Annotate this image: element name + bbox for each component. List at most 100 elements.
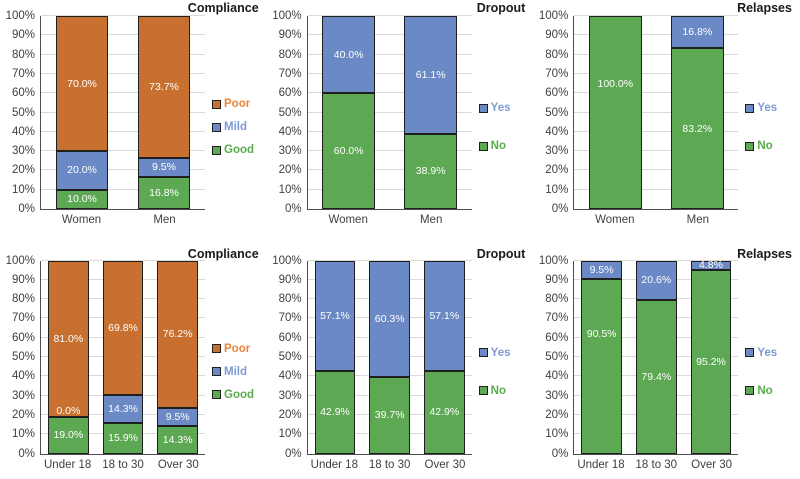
data-label: 20.0% [67,164,97,177]
data-label: 100.0% [597,77,634,90]
legend-item-no: No [478,139,506,153]
y-axis-tick-label: 70% [278,312,302,325]
gridline [307,53,472,55]
gridline [574,111,739,113]
bar-slot: 42.9% 57.1% [308,260,363,454]
legend-item-good: Good [212,388,254,402]
chart-body: 100% 90% 80% 70% 60% 50% 40% 30% 20% 10% 0% 42.9% 57… [267,255,534,460]
y-axis-tick-label: 30% [11,145,35,158]
bars: 10.0% 20.0% 70.0% 16.8% 9.5% 73.7% [41,16,205,209]
legend-label: Good [224,144,255,156]
legend-label: Yes [490,102,511,114]
data-label: 9.5% [152,161,176,174]
bar-slot: 60.0% 40.0% [308,16,390,209]
data-label: 57.1% [429,309,460,322]
legend-item-mild: Mild [212,120,247,134]
y-axis-tick-label: 80% [11,293,35,306]
bar-segment-poor [137,16,191,159]
legend-item-poor: Poor [212,342,250,356]
legend-item-yes: Yes [745,346,777,360]
data-label: 20.6% [641,274,672,287]
stacked-bar: 100.0% [589,16,642,209]
plot-area: 42.9% 57.1% 39.7% 60.3% 42.9% 57.1% [306,259,472,455]
gridline [574,150,739,152]
data-label: 9.5% [589,263,614,276]
gridline [574,15,739,16]
y-axis-tick-label: 50% [545,106,569,119]
legend-item-yes: Yes [478,346,510,360]
stacked-bar: 90.5% 9.5% [581,260,622,454]
y-axis-tick-label: 90% [545,273,569,286]
y-axis: 100% 90% 80% 70% 60% 50% 40% 30% 20% 10% 0% [0,10,40,215]
bar-slot: 16.8% 9.5% 73.7% [123,16,205,209]
gridline [41,169,205,171]
y-axis-tick-label: 0% [285,203,302,215]
chart-dropout-gender: Dropout 100% 90% 80% 70% 60% 50% 40% 30% 20% 10% 0%… [267,0,534,240]
y-axis-tick-label: 70% [545,312,569,325]
stacked-bar: 38.9% 61.1% [404,16,457,209]
data-label: 38.9% [415,165,446,178]
data-label: 39.7% [374,409,405,422]
bars: 19.0% 0.0% 81.0% 15.9% 14.3% 69.8% 14.3% 9.5% 76… [41,260,205,454]
bar-slot: 39.7% 60.3% [362,260,417,454]
legend-label: Mild [224,365,247,378]
plot-area: 60.0% 40.0% 38.9% 61.1% [306,15,472,210]
x-axis-label: Women [595,214,635,226]
data-label: 60.0% [333,145,364,158]
gridline [307,259,472,261]
y-axis-tick-label: 0% [551,447,569,460]
bar-segment-yes [671,16,724,49]
legend: Poor Mild Good [205,30,267,224]
legend-label: Yes [757,102,778,114]
bar-segment-good [157,425,198,454]
legend-marker-icon [212,367,221,376]
bar-slot: 95.2% 4.8% [684,259,739,454]
y-axis-tick-label: 70% [278,67,302,80]
bar-slot: 15.9% 14.3% 69.8% [96,260,151,454]
y-axis: 100% 90% 80% 70% 60% 50% 40% 30% 20% 10% 0% [533,10,573,215]
bar-segment-poor [157,260,198,408]
y-axis-tick-label: 20% [545,408,569,421]
y-axis-tick-label: 30% [278,389,302,402]
data-label: 14.3% [162,433,193,446]
y-axis-tick-label: 30% [278,145,302,158]
gridline [307,150,472,152]
data-label: 95.2% [696,355,726,368]
bar-slot: 38.9% 61.1% [390,16,472,209]
data-label: 70.0% [67,77,97,90]
chart-body: 100% 90% 80% 70% 60% 50% 40% 30% 20% 10% 0% 10.0% 20… [0,10,267,215]
bar-segment-good [137,176,191,209]
chart-dropout-age: Dropout 100% 90% 80% 70% 60% 50% 40% 30% 20% 10% 0%… [267,240,534,479]
legend-marker-icon [478,348,488,357]
bar-segment-yes [690,260,732,270]
gridline [41,15,205,16]
stacked-bar: 19.0% 0.0% 81.0% [48,260,89,454]
y-axis-tick-label: 10% [278,183,302,196]
x-axis-label: 18 to 30 [102,458,144,471]
stacked-bar: 14.3% 9.5% 76.2% [157,260,198,454]
y-axis-tick-label: 10% [545,428,569,441]
data-label: 16.8% [682,26,713,39]
stacked-bar: 42.9% 57.1% [424,260,465,454]
x-axis-label: Over 30 [691,458,733,471]
y-axis-tick-label: 60% [545,87,569,100]
y-axis-tick-label: 60% [278,331,302,344]
bar-segment-good [55,189,109,209]
data-label: 81.0% [53,332,84,345]
y-axis-tick-label: 90% [545,29,569,42]
x-axis-label: 18 to 30 [368,458,411,471]
bar-segment-good [48,416,89,454]
gridline [574,130,739,132]
bar-segment-yes [369,260,410,377]
legend-item-mild: Mild [212,365,247,379]
data-label: 9.5% [165,410,190,423]
x-axis-labels: Women Men [573,214,739,226]
stacked-bar: 95.2% 4.8% [690,259,732,454]
y-axis-tick-label: 20% [278,408,302,421]
x-axis-labels: Women Men [307,214,473,226]
legend-marker-icon [212,390,221,399]
data-label: 42.9% [429,406,460,419]
data-label: 57.1% [320,309,350,322]
gridline [574,169,739,171]
y-axis-tick-label: 100% [5,254,35,267]
